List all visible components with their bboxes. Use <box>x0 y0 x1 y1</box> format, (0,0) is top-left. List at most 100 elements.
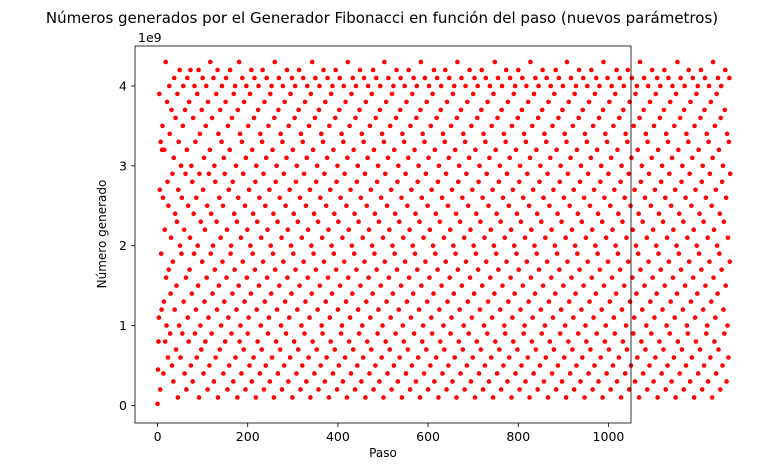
data-point <box>190 115 196 121</box>
data-point <box>381 139 387 145</box>
data-point <box>361 75 367 81</box>
data-point <box>445 299 450 304</box>
data-point <box>299 235 305 240</box>
data-point <box>188 67 193 73</box>
data-point <box>714 91 719 97</box>
data-point <box>572 91 577 97</box>
data-point <box>443 171 449 177</box>
data-point <box>685 331 691 336</box>
data-point <box>259 139 265 145</box>
data-point <box>313 179 319 185</box>
data-point <box>162 227 168 233</box>
data-point <box>348 371 354 376</box>
data-point <box>312 371 317 376</box>
data-point <box>297 195 303 201</box>
data-point <box>700 163 705 169</box>
data-point <box>273 179 278 185</box>
data-point <box>520 283 526 288</box>
data-point <box>622 195 627 201</box>
data-point <box>402 83 407 89</box>
data-point <box>727 171 733 177</box>
data-point <box>248 291 254 296</box>
data-point <box>278 323 284 328</box>
data-point <box>222 339 228 344</box>
data-point <box>411 331 417 336</box>
x-tick-label: 200 <box>236 429 260 444</box>
data-point <box>606 171 611 177</box>
data-point <box>419 283 424 288</box>
data-point <box>235 395 240 400</box>
data-point <box>336 363 342 368</box>
data-point <box>382 259 388 264</box>
data-point <box>720 363 725 368</box>
data-point <box>235 195 241 201</box>
data-point <box>439 195 445 201</box>
data-point <box>391 147 397 153</box>
data-point <box>560 83 566 89</box>
data-point <box>671 227 676 233</box>
data-point <box>326 227 331 233</box>
data-point <box>159 307 164 312</box>
data-point <box>626 171 632 177</box>
data-point <box>271 395 277 400</box>
data-point <box>507 155 513 161</box>
data-point <box>638 179 644 185</box>
data-point <box>220 203 226 209</box>
data-point <box>651 123 657 129</box>
data-point <box>209 331 214 336</box>
data-point <box>471 291 477 296</box>
data-point <box>167 131 173 137</box>
data-point <box>221 371 226 376</box>
data-point <box>359 379 364 384</box>
data-point <box>276 283 282 288</box>
data-point <box>723 195 729 201</box>
data-point <box>709 395 715 400</box>
data-point <box>495 115 500 121</box>
data-point <box>555 363 561 368</box>
data-point <box>183 171 188 177</box>
data-point <box>554 251 560 256</box>
data-point <box>551 347 557 352</box>
data-point <box>240 75 245 81</box>
data-point <box>691 227 696 233</box>
data-point <box>200 75 205 81</box>
data-point <box>686 259 692 264</box>
data-point <box>217 107 223 113</box>
data-point <box>374 179 380 185</box>
data-point <box>163 59 168 65</box>
data-point <box>222 171 228 177</box>
data-point <box>197 131 203 137</box>
data-point <box>582 131 588 137</box>
data-point <box>538 307 544 312</box>
data-point <box>263 363 269 368</box>
data-point <box>506 355 512 360</box>
data-point <box>283 203 288 209</box>
data-point <box>466 331 471 336</box>
data-point <box>270 147 275 153</box>
data-point <box>586 99 592 105</box>
data-point <box>646 259 651 264</box>
data-point <box>472 395 478 400</box>
data-point <box>653 243 659 248</box>
data-point <box>177 67 182 73</box>
data-point <box>374 267 379 272</box>
data-point <box>630 331 636 336</box>
data-point <box>247 363 252 368</box>
data-point <box>644 323 649 328</box>
data-point <box>497 163 503 169</box>
data-point <box>708 299 714 304</box>
data-point <box>437 307 442 312</box>
data-point <box>365 83 371 89</box>
data-point <box>469 123 474 129</box>
data-point <box>414 267 420 272</box>
data-point <box>336 107 342 113</box>
data-point <box>501 323 507 328</box>
data-point <box>584 83 590 89</box>
data-point <box>425 387 431 392</box>
data-point <box>546 99 551 105</box>
data-point <box>513 147 519 153</box>
data-point <box>668 203 674 209</box>
data-point <box>475 83 480 89</box>
data-point <box>695 83 701 89</box>
data-point <box>699 267 704 272</box>
